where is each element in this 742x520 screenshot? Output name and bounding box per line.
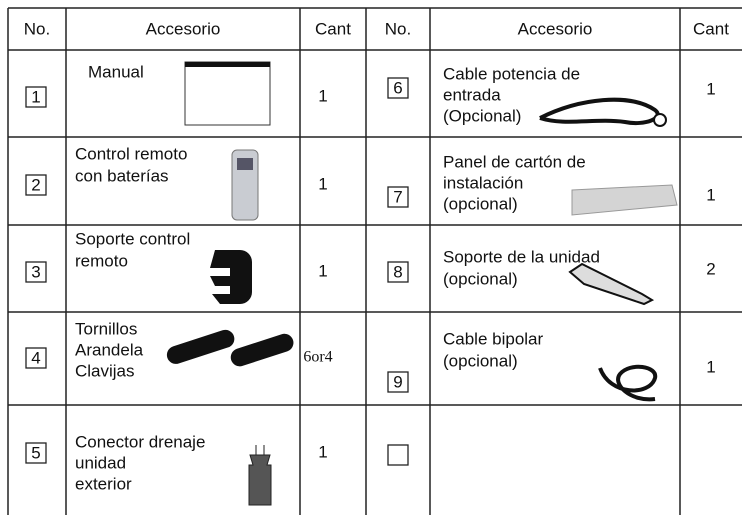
accessory-name: (opcional)	[443, 351, 518, 370]
number-box	[387, 77, 409, 99]
item-number: 1	[31, 87, 40, 106]
accessory-name: Tornillos	[75, 319, 137, 338]
item-number: 8	[393, 262, 402, 281]
power-cable-icon	[539, 97, 660, 125]
quantity: 1	[318, 442, 327, 461]
header-cell: Cant	[693, 19, 729, 38]
accessory-name: Arandela	[75, 340, 144, 359]
accessory-name: (Opcional)	[443, 106, 521, 125]
accessory-name: Soporte de la unidad	[443, 247, 600, 266]
number-box	[25, 86, 47, 108]
accessory-name: exterior	[75, 474, 132, 493]
panel-icon	[571, 184, 678, 216]
accessory-name: Conector drenaje	[75, 432, 205, 451]
accessory-name: Cable potencia de	[443, 64, 580, 83]
item-number: 3	[31, 262, 40, 281]
number-box	[387, 186, 409, 208]
item-number: 2	[31, 175, 40, 194]
accessory-name: (opcional)	[443, 269, 518, 288]
accessory-name: Clavijas	[75, 361, 135, 380]
quantity: 1	[318, 174, 327, 193]
header-cell: Accesorio	[146, 19, 221, 38]
accessory-name: Cable bipolar	[443, 329, 544, 348]
number-box	[387, 371, 409, 393]
item-number: 4	[31, 348, 40, 367]
number-box	[25, 442, 47, 464]
quantity: 1	[706, 185, 715, 204]
number-box	[25, 261, 47, 283]
manual-icon-bar	[185, 62, 270, 67]
bipolar-cable-icon	[598, 364, 658, 402]
accessory-name: Control remoto	[75, 144, 187, 163]
screw-icons	[166, 329, 294, 367]
manual-icon	[184, 61, 271, 126]
table-content: No. Accesorio Cant No. Accesorio Cant 1 Manual 1…	[24, 19, 729, 493]
accessory-name: Panel de cartón de	[443, 152, 586, 171]
accessory-name: instalación	[443, 173, 523, 192]
table-grid	[7, 7, 742, 515]
remote-screen	[237, 158, 253, 170]
accessory-name: (opcional)	[443, 194, 518, 213]
item-number: 7	[393, 187, 402, 206]
number-box	[387, 261, 409, 283]
header-cell: No.	[385, 19, 411, 38]
number-box	[25, 347, 47, 369]
quantity: 1	[318, 261, 327, 280]
header-cell: No.	[24, 19, 50, 38]
item-number: 5	[31, 443, 40, 462]
accessory-name: con baterías	[75, 166, 169, 185]
accessory-name: entrada	[443, 85, 501, 104]
accessory-name: Soporte control	[75, 229, 190, 248]
accessory-name: Manual	[88, 62, 144, 81]
quantity: 1	[318, 86, 327, 105]
number-box	[25, 174, 47, 196]
empty-number-box	[387, 444, 409, 466]
drain-icon	[248, 445, 272, 506]
holder-icon	[210, 250, 252, 304]
bracket-icon	[568, 262, 655, 306]
quantity: 1	[706, 357, 715, 376]
item-number: 6	[393, 78, 402, 97]
header-cell: Cant	[315, 19, 351, 38]
accessory-name: remoto	[75, 251, 128, 270]
item-number: 9	[393, 372, 402, 391]
quantity: 2	[706, 259, 715, 278]
icons	[166, 61, 678, 506]
quantity: 6or4	[303, 349, 332, 366]
quantity: 1	[706, 79, 715, 98]
accessory-name: unidad	[75, 453, 126, 472]
header-cell: Accesorio	[518, 19, 593, 38]
